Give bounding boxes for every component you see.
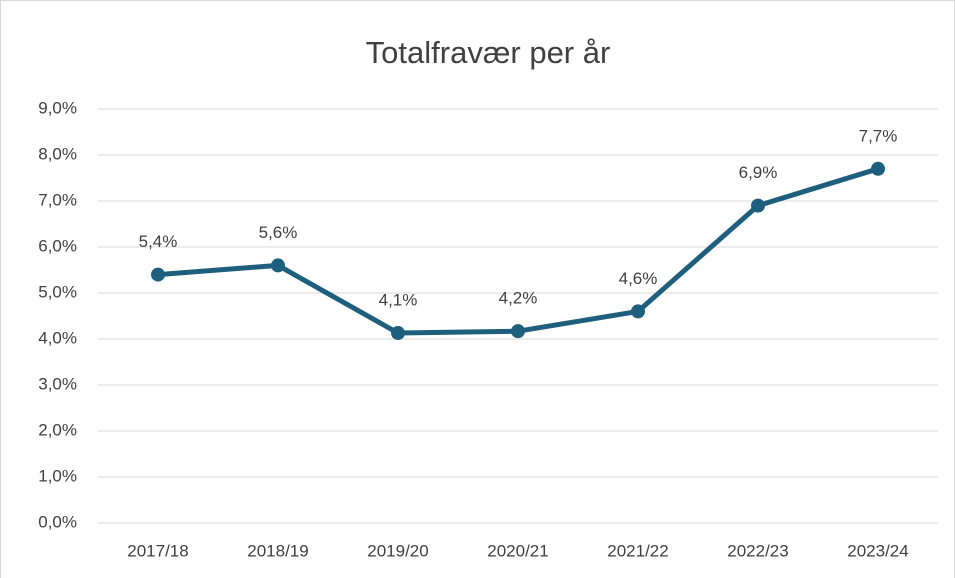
y-tick-label: 8,0%	[38, 144, 77, 163]
y-tick-label: 0,0%	[38, 512, 77, 531]
y-tick-label: 9,0%	[38, 98, 77, 117]
marker	[631, 304, 645, 319]
y-tick-label: 1,0%	[38, 466, 77, 485]
x-tick-label: 2019/20	[367, 541, 428, 560]
x-tick-label: 2022/23	[727, 541, 788, 560]
marker	[751, 198, 765, 213]
y-tick-label: 7,0%	[38, 190, 77, 209]
data-label: 6,9%	[739, 163, 778, 182]
x-tick-label: 2023/24	[847, 541, 908, 560]
marker	[271, 258, 285, 273]
x-tick-label: 2018/19	[247, 541, 308, 560]
x-tick-label: 2021/22	[607, 541, 668, 560]
y-tick-label: 2,0%	[38, 420, 77, 439]
data-label: 4,2%	[499, 289, 538, 308]
y-tick-label: 4,0%	[38, 328, 77, 347]
marker	[151, 267, 165, 282]
data-label: 4,6%	[619, 269, 658, 288]
marker	[391, 326, 405, 341]
data-label: 5,6%	[259, 223, 298, 242]
data-label: 5,4%	[139, 232, 178, 251]
x-tick-label: 2017/18	[127, 541, 188, 560]
data-label: 4,1%	[379, 291, 418, 310]
chart-title: Totalfravær per år	[366, 35, 611, 70]
x-tick-label: 2020/21	[487, 541, 548, 560]
marker	[511, 324, 525, 339]
y-tick-label: 3,0%	[38, 374, 77, 393]
data-label: 7,7%	[859, 126, 898, 145]
y-tick-label: 5,0%	[38, 282, 77, 301]
y-tick-label: 6,0%	[38, 236, 77, 255]
marker	[871, 161, 885, 176]
